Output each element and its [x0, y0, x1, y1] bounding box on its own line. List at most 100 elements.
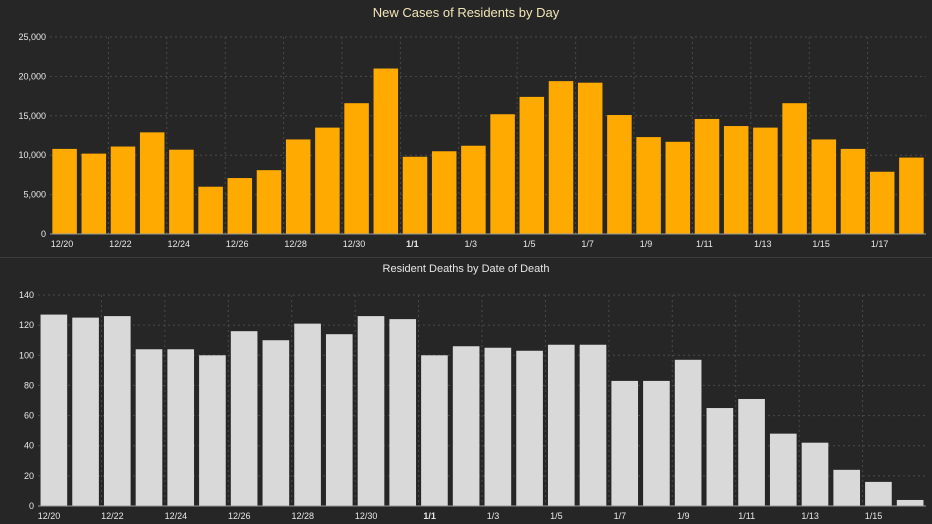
x-tick-label: 12/26 [228, 511, 251, 521]
bar-1/3[interactable] [484, 347, 512, 506]
bar-1/4[interactable] [516, 350, 543, 506]
bar-1/11[interactable] [694, 118, 720, 234]
bar-1/9[interactable] [674, 359, 702, 506]
x-tick-label: 12/22 [109, 239, 132, 249]
bar-12/30[interactable] [357, 316, 385, 506]
bar-12/24[interactable] [167, 349, 195, 506]
bar-1/15[interactable] [865, 481, 892, 506]
bar-1/8[interactable] [643, 380, 670, 506]
bar-1/10[interactable] [706, 408, 734, 506]
cases-chart-title: New Cases of Residents by Day [372, 5, 560, 20]
bar-12/27[interactable] [256, 170, 282, 234]
deaths-chart: Resident Deaths by Date of Death 0 20 40 60… [0, 258, 932, 524]
deaths-chart-svg: 0 20 40 60 80 100 120 140 12/20 12/22 12/24 12/26 12… [19, 290, 926, 521]
x-tick-label: 12/24 [168, 239, 191, 249]
bar-12/29[interactable] [325, 334, 353, 506]
bar-1/13[interactable] [801, 442, 829, 506]
bar-1/12[interactable] [723, 126, 749, 234]
bar-1/14[interactable] [833, 469, 861, 506]
x-tick-label: 12/20 [51, 239, 74, 249]
x-tick-label: 12/28 [284, 239, 307, 249]
bar-1/15[interactable] [811, 139, 837, 234]
y-tick-label: 20 [24, 471, 34, 481]
y-tick-label: 120 [19, 320, 34, 330]
cases-chart: New Cases of Residents by Day 0 5,000 10,0… [0, 0, 932, 258]
bar-1/17[interactable] [869, 171, 895, 234]
x-tick-label: 1/13 [801, 511, 819, 521]
x-tick-label: 12/20 [38, 511, 61, 521]
bar-1/1[interactable] [421, 355, 448, 506]
bar-12/27[interactable] [262, 340, 290, 506]
bar-12/31[interactable] [389, 319, 417, 506]
y-tick-label: 0 [29, 501, 34, 511]
bar-12/25[interactable] [199, 355, 226, 506]
x-tick-label: 1/9 [677, 511, 690, 521]
x-tick-label: 1/9 [640, 239, 653, 249]
x-tick-label: 12/22 [101, 511, 124, 521]
x-tick-label: 1/13 [754, 239, 772, 249]
x-tick-label: 1/11 [738, 511, 755, 521]
y-tick-label: 10,000 [18, 150, 46, 160]
bar-1/9[interactable] [636, 137, 661, 234]
x-tick-label: 12/30 [343, 239, 366, 249]
cases-chart-svg: 0 5,000 10,000 15,000 20,000 25,000 12/20 12/22… [18, 32, 926, 249]
x-tick-label: 12/24 [165, 511, 188, 521]
y-tick-label: 0 [41, 229, 46, 239]
bar-1/16[interactable] [896, 499, 924, 506]
bar-12/22[interactable] [110, 146, 136, 234]
y-tick-label: 15,000 [18, 111, 46, 121]
bar-12/20[interactable] [40, 314, 68, 506]
y-tick-label: 80 [24, 380, 34, 390]
y-tick-label: 60 [24, 411, 34, 421]
bar-1/11[interactable] [738, 398, 765, 506]
x-tick-label: 1/5 [550, 511, 563, 521]
bar-1/7[interactable] [611, 380, 639, 506]
bar-12/30[interactable] [344, 103, 369, 234]
x-tick-label: 1/7 [581, 239, 594, 249]
bar-12/24[interactable] [169, 149, 194, 234]
bar-12/26[interactable] [230, 331, 258, 506]
x-tick-label: 1/3 [487, 511, 500, 521]
bar-1/5[interactable] [547, 344, 575, 506]
bar-1/1[interactable] [402, 156, 428, 234]
bar-12/28[interactable] [285, 139, 311, 234]
y-tick-label: 25,000 [18, 32, 46, 42]
bar-12/23[interactable] [139, 132, 165, 234]
bar-12/20[interactable] [52, 148, 77, 234]
y-tick-label: 140 [19, 290, 34, 300]
bar-12/26[interactable] [227, 178, 253, 234]
bar-1/2[interactable] [452, 346, 480, 506]
bar-1/12[interactable] [769, 433, 797, 506]
bar-12/28[interactable] [294, 323, 321, 506]
chart-divider [0, 257, 932, 258]
bar-1/8[interactable] [607, 115, 632, 234]
bar-1/18[interactable] [899, 157, 924, 234]
bar-12/21[interactable] [72, 317, 99, 506]
bar-12/31[interactable] [373, 68, 399, 235]
bar-1/10[interactable] [665, 141, 691, 234]
x-tick-label: 1/5 [523, 239, 536, 249]
bar-1/6[interactable] [579, 344, 607, 506]
y-tick-label: 100 [19, 350, 34, 360]
bar-1/2[interactable] [431, 151, 457, 234]
bar-1/16[interactable] [840, 148, 866, 234]
bar-1/5[interactable] [519, 96, 545, 234]
bar-12/22[interactable] [103, 316, 131, 506]
x-tick-label: 1/1 [406, 239, 419, 249]
y-tick-label: 20,000 [18, 71, 46, 81]
bar-1/4[interactable] [490, 114, 515, 234]
deaths-chart-title: Resident Deaths by Date of Death [382, 263, 550, 275]
bar-12/23[interactable] [135, 349, 163, 506]
x-tick-label: 1/17 [871, 239, 889, 249]
bar-1/13[interactable] [753, 127, 778, 234]
bar-1/7[interactable] [577, 82, 603, 234]
x-tick-label: 1/15 [865, 511, 883, 521]
bar-1/14[interactable] [782, 103, 807, 234]
bar-12/29[interactable] [315, 127, 340, 234]
bar-1/6[interactable] [548, 81, 574, 235]
bar-12/25[interactable] [198, 186, 223, 234]
x-tick-label: 12/30 [355, 511, 378, 521]
x-tick-label: 12/26 [226, 239, 249, 249]
bar-1/3[interactable] [461, 145, 486, 234]
bar-12/21[interactable] [81, 153, 107, 234]
